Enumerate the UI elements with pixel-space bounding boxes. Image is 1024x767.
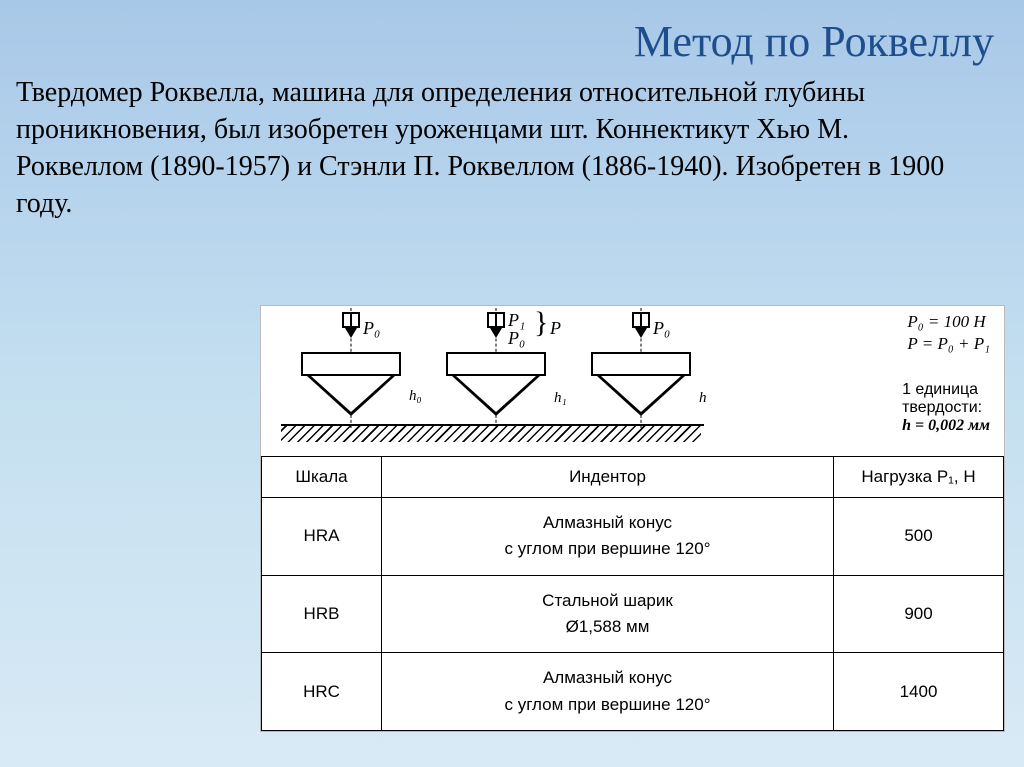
unit-note-value: h = 0,002 мм	[902, 417, 990, 435]
cell-indenter: Алмазный конусс углом при вершине 120°	[382, 498, 834, 576]
formula-line: P = P₀ + P₁	[907, 334, 990, 354]
table-row: HRB Стальной шарикØ1,588 мм 900	[262, 575, 1004, 653]
cell-indenter: Стальной шарикØ1,588 мм	[382, 575, 834, 653]
table-row: HRC Алмазный конусс углом при вершине 12…	[262, 653, 1004, 731]
load-label: P₀	[508, 328, 525, 349]
col-header-scale: Шкала	[262, 457, 382, 498]
col-header-load: Нагрузка P₁, H	[834, 457, 1004, 498]
rockwell-diagram: P₀ h₀ P₁ P₀ } P h₁ P₀ h P₀ = 100 H P =	[261, 306, 1004, 456]
unit-note-line: твердости:	[902, 399, 990, 417]
depth-label: h₁	[554, 390, 567, 407]
hardness-unit-note: 1 единица твердости: h = 0,002 мм	[902, 381, 990, 435]
cell-scale: HRA	[262, 498, 382, 576]
slide-description: Твердомер Роквелла, машина для определен…	[0, 75, 980, 223]
cell-scale: HRC	[262, 653, 382, 731]
cell-scale: HRB	[262, 575, 382, 653]
cell-load: 900	[834, 575, 1004, 653]
rockwell-scales-table: Шкала Индентор Нагрузка P₁, H HRA Алмазн…	[261, 456, 1004, 731]
brace-icon: }	[534, 306, 548, 340]
unit-note-line: 1 единица	[902, 381, 990, 399]
cell-load: 500	[834, 498, 1004, 576]
formula-line: P₀ = 100 H	[907, 312, 990, 332]
cell-load: 1400	[834, 653, 1004, 731]
load-total-label: P	[550, 318, 561, 339]
figure-container: P₀ h₀ P₁ P₀ } P h₁ P₀ h P₀ = 100 H P =	[260, 305, 1005, 732]
load-formulas: P₀ = 100 H P = P₀ + P₁	[907, 312, 990, 356]
col-header-indenter: Индентор	[382, 457, 834, 498]
table-row: HRA Алмазный конусс углом при вершине 12…	[262, 498, 1004, 576]
load-label: P₀	[363, 318, 380, 339]
depth-label: h	[699, 390, 707, 407]
table-header-row: Шкала Индентор Нагрузка P₁, H	[262, 457, 1004, 498]
specimen-hatching	[281, 426, 701, 442]
depth-label: h₀	[409, 388, 422, 405]
load-label: P₀	[653, 318, 670, 339]
slide-title: Метод по Роквеллу	[0, 0, 1024, 75]
cell-indenter: Алмазный конусс углом при вершине 120°	[382, 653, 834, 731]
